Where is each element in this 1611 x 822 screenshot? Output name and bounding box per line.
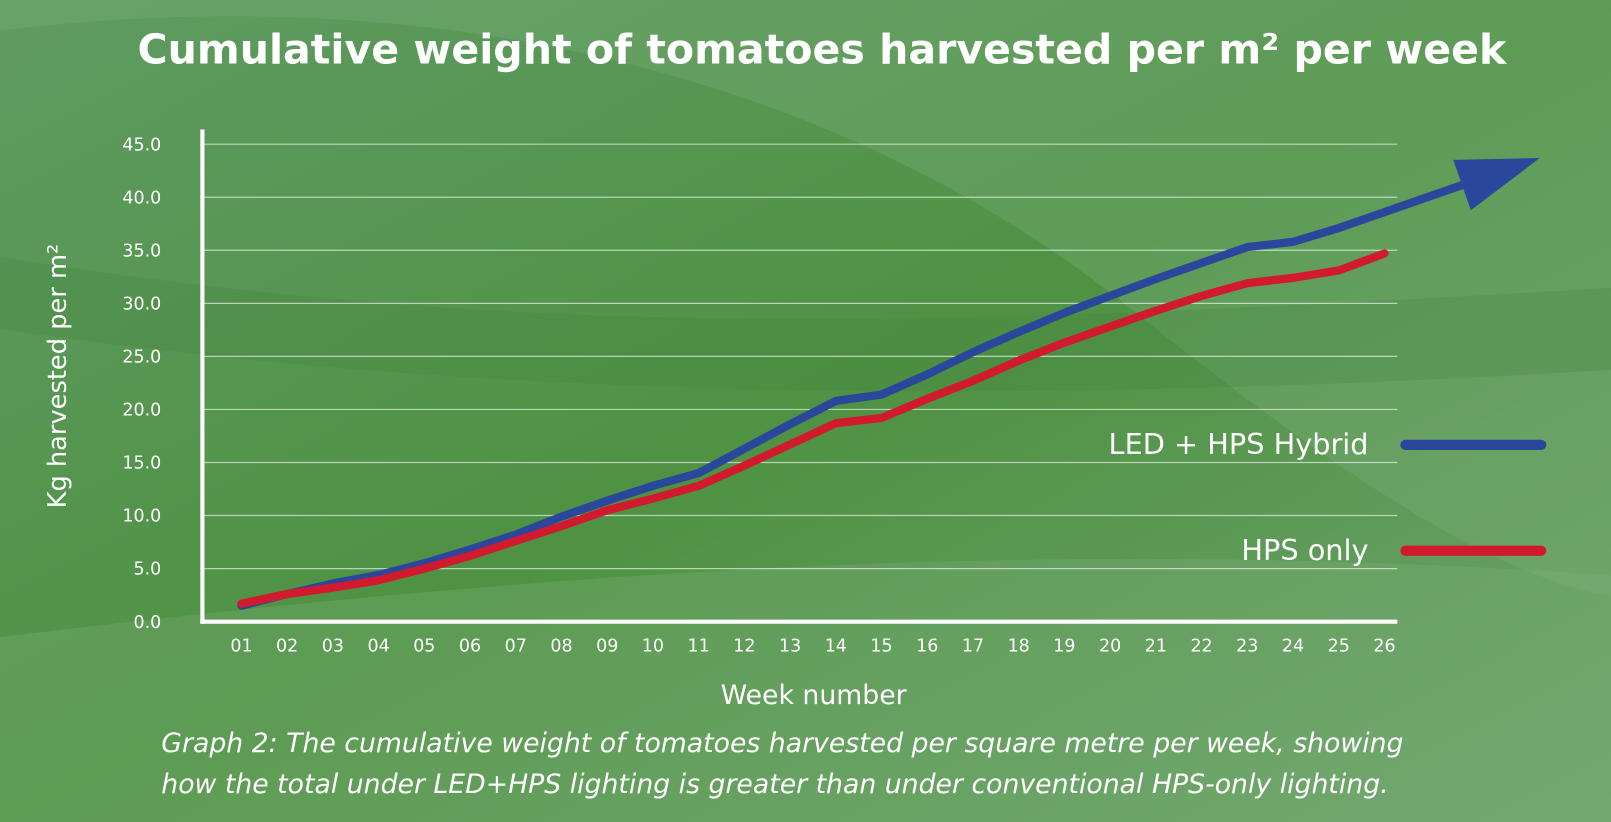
background-wave <box>0 256 1611 392</box>
x-tick-label: 05 <box>413 636 435 656</box>
x-tick-label: 01 <box>230 636 252 656</box>
caption: how the total under LED+HPS lighting is … <box>161 769 1388 800</box>
legend-label: HPS only <box>1241 533 1368 567</box>
x-tick-label: 08 <box>550 636 572 656</box>
x-tick-label: 17 <box>962 636 984 656</box>
data-line <box>237 249 1389 608</box>
x-tick-label: 16 <box>916 636 938 656</box>
x-tick-label: 12 <box>733 636 755 656</box>
y-tick-label: 15.0 <box>122 454 161 474</box>
y-tick-label: 30.0 <box>122 295 161 315</box>
x-tick-label: 14 <box>825 636 847 656</box>
y-tick-label: 45.0 <box>122 135 161 155</box>
data-line <box>237 207 1389 610</box>
x-tick-label: 03 <box>322 636 344 656</box>
legend-label: LED + HPS Hybrid <box>1109 427 1369 461</box>
x-tick-label: 07 <box>505 636 527 656</box>
x-tick-label: 24 <box>1282 636 1304 656</box>
x-tick-label: 26 <box>1373 636 1395 656</box>
x-tick-label: 18 <box>1008 636 1030 656</box>
x-tick-label: 02 <box>276 636 298 656</box>
x-tick-label: 15 <box>870 636 892 656</box>
y-tick-label: 35.0 <box>122 241 161 261</box>
x-tick-label: 20 <box>1099 636 1121 656</box>
x-tick-label: 10 <box>642 636 664 656</box>
arrow-shaft <box>1383 181 1464 216</box>
x-tick-label: 11 <box>688 636 710 656</box>
x-tick-label: 04 <box>367 636 389 656</box>
y-tick-label: 40.0 <box>122 188 161 208</box>
y-axis-label: Kg harvested per m² <box>43 244 73 509</box>
x-tick-label: 09 <box>596 636 618 656</box>
x-tick-label: 06 <box>459 636 481 656</box>
background-wave <box>0 558 1611 822</box>
x-axis-label: Week number <box>721 680 907 711</box>
x-tick-label: 13 <box>779 636 801 656</box>
y-tick-label: 10.0 <box>122 507 161 527</box>
x-tick-label: 21 <box>1145 636 1167 656</box>
caption: Graph 2: The cumulative weight of tomato… <box>161 728 1403 759</box>
background-wave <box>0 0 1611 596</box>
y-tick-label: 5.0 <box>134 560 162 580</box>
x-tick-label: 25 <box>1328 636 1350 656</box>
chart-title: Cumulative weight of tomatoes harvested … <box>138 26 1508 74</box>
x-tick-label: 19 <box>1053 636 1075 656</box>
x-tick-label: 22 <box>1190 636 1212 656</box>
y-tick-label: 0.0 <box>134 613 162 633</box>
y-tick-label: 25.0 <box>122 348 161 368</box>
x-tick-label: 23 <box>1236 636 1258 656</box>
arrow-head <box>1453 158 1540 211</box>
y-tick-label: 20.0 <box>122 401 161 421</box>
